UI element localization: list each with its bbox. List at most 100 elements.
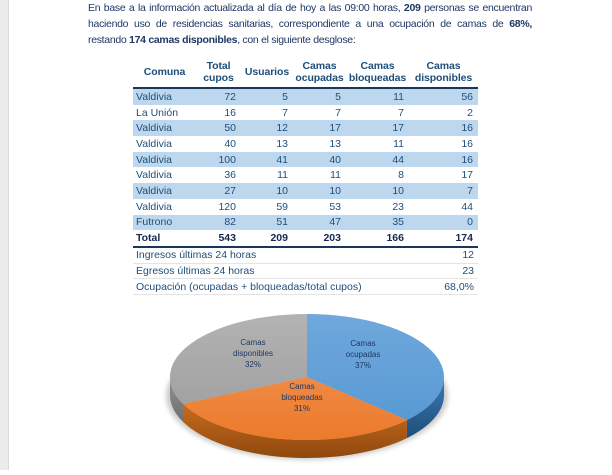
summary-label: Egresos últimas 24 horas (136, 264, 255, 277)
table-total-row: Total 543 209 203 166 174 (133, 230, 478, 248)
table-cell: 53 (329, 200, 341, 213)
table-cell: 11 (330, 169, 341, 182)
table-cell: 40 (329, 153, 341, 166)
table-cell: 11 (393, 137, 404, 150)
page-left-margin (0, 0, 9, 470)
table-cell: 13 (276, 137, 288, 150)
summary-label: Ocupación (ocupadas + bloqueadas/total c… (136, 280, 362, 293)
table-cell: 5 (335, 90, 341, 103)
intro-paragraph: En base a la información actualizada al … (88, 0, 532, 48)
table-cell: 16 (224, 106, 236, 119)
table-header-row: Comuna Total cupos Usuarios Camas ocupadas C… (133, 57, 478, 89)
table-cell: 11 (277, 169, 288, 182)
table-cell: Valdivia (136, 90, 172, 103)
table-cell: 0 (467, 216, 473, 229)
table-cell: Valdivia (136, 200, 172, 213)
table-cell: 36 (224, 169, 236, 182)
table-cell: 72 (224, 90, 236, 103)
table-cell: Valdivia (136, 153, 172, 166)
table-cell: 16 (461, 137, 473, 150)
table-cell: La Unión (136, 106, 179, 119)
table-body: Valdivia 72 5 5 11 56 La Unión 16 7 7 7 2 Valdivia 50… (133, 89, 478, 248)
column-header: Camas bloqueadas (348, 60, 407, 84)
intro-text: restando (88, 34, 130, 46)
summary-rows: Ingresos últimas 24 horas 12 Egresos últim… (133, 248, 478, 295)
table-cell: 23 (392, 200, 404, 213)
table-cell: 209 (270, 232, 288, 245)
table-row: Valdivia 27 10 10 10 7 (133, 183, 478, 199)
table-cell: 17 (329, 122, 341, 135)
table-cell: Valdivia (136, 184, 172, 197)
summary-label: Ingresos últimas 24 horas (136, 249, 257, 262)
table-cell: Total (136, 232, 161, 245)
table-cell: 17 (461, 169, 473, 182)
pie-side-camas-ocupadas (406, 377, 444, 439)
summary-value: 12 (462, 249, 474, 262)
table-cell: 203 (323, 232, 341, 245)
table-cell: 5 (282, 90, 288, 103)
column-header: Camas disponibles (414, 60, 473, 84)
table-cell: 17 (392, 122, 404, 135)
pie-label-camas-ocupadas: Camas ocupadas 37% (346, 339, 381, 370)
intro-bold-text: 68%, (509, 18, 532, 30)
table-cell: 2 (467, 106, 473, 119)
pie-label-camas-bloqueadas: Camas bloqueadas 31% (281, 382, 322, 413)
table-cell: 10 (276, 184, 288, 197)
table-row: Valdivia 50 12 17 17 16 (133, 120, 478, 137)
pie-slice-camas-bloqueadas (183, 377, 407, 440)
pie-slice-camas-disponibles (169, 314, 307, 404)
pie-side-camas-disponibles (170, 377, 183, 422)
pie-shadow (166, 332, 448, 460)
column-header: Total cupos (203, 60, 234, 84)
table-cell: 50 (224, 122, 236, 135)
table-cell: 59 (276, 200, 288, 213)
table-cell: 166 (386, 232, 404, 245)
table-row: Valdivia 72 5 5 11 56 (133, 89, 478, 105)
table-row: Futrono 82 51 47 35 0 (133, 214, 478, 231)
table-cell: Futrono (136, 216, 173, 229)
table-cell: 13 (329, 137, 341, 150)
table-cell: 7 (467, 184, 473, 197)
table-cell: 7 (398, 106, 404, 119)
intro-text: , con el siguiente desglose: (237, 34, 356, 46)
table-row: Valdivia 36 11 11 8 17 (133, 167, 478, 183)
table-cell: 7 (282, 106, 288, 119)
intro-bold-text: 174 camas disponibles (129, 34, 238, 46)
table-cell: 100 (218, 153, 236, 166)
summary-row: Ocupación (ocupadas + bloqueadas/total c… (133, 279, 478, 295)
table-row: Valdivia 100 41 40 44 16 (133, 151, 478, 168)
summary-row: Egresos últimas 24 horas 23 (133, 264, 478, 280)
intro-text: personas se encuentran haciendo uso de r… (88, 2, 532, 30)
table-cell: 44 (461, 200, 473, 213)
table-cell: 40 (224, 137, 236, 150)
table-cell: Valdivia (136, 122, 172, 135)
table-cell: 543 (218, 232, 236, 245)
table-cell: 12 (276, 122, 288, 135)
column-header: Usuarios (244, 66, 290, 78)
table-cell: 47 (329, 216, 341, 229)
table-cell: 7 (335, 106, 341, 119)
summary-value: 68,0% (444, 280, 474, 293)
table-cell: 10 (329, 184, 341, 197)
intro-text: En base a la información actualizada al … (88, 2, 404, 14)
table-cell: 27 (224, 184, 236, 197)
summary-row: Ingresos últimas 24 horas 12 (133, 248, 478, 264)
intro-bold-text: 209 (403, 2, 421, 14)
table-cell: 16 (461, 153, 473, 166)
table-cell: 56 (461, 90, 473, 103)
table-cell: 44 (392, 153, 404, 166)
table-cell: 120 (218, 200, 236, 213)
pie-label-camas-disponibles: Camas disponibles 32% (233, 338, 273, 369)
table-row: Valdivia 40 13 13 11 16 (133, 136, 478, 152)
pie-side-camas-bloqueadas (183, 403, 407, 458)
table-row: Valdivia 120 59 53 23 44 (133, 199, 478, 215)
column-header: Camas ocupadas (295, 60, 344, 84)
pie-slice-camas-ocupadas (307, 314, 444, 421)
table-cell: 82 (224, 216, 236, 229)
residencias-table: Comuna Total cupos Usuarios Camas ocupadas C… (133, 57, 478, 295)
summary-value: 23 (462, 264, 474, 277)
table-cell: Valdivia (136, 169, 172, 182)
table-cell: 51 (276, 216, 288, 229)
table-cell: Valdivia (136, 137, 172, 150)
table-cell: 35 (392, 216, 404, 229)
